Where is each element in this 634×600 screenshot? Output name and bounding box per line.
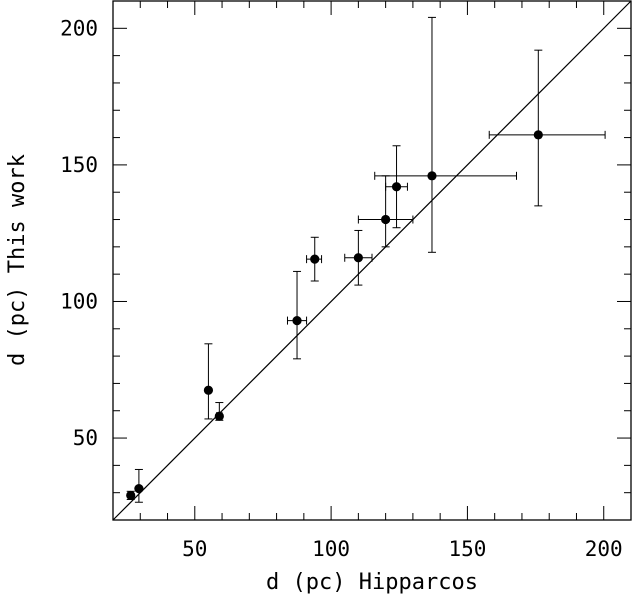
data-point <box>427 171 437 181</box>
axis-ticks <box>112 0 632 521</box>
data-point <box>381 214 391 225</box>
y-tick-label: 200 <box>60 16 98 40</box>
x-tick-label: 200 <box>585 537 623 561</box>
y-tick-labels: 50 100 150 200 <box>60 16 98 450</box>
data-point <box>391 182 402 192</box>
error-bars <box>126 16 606 503</box>
y-tick-label: 50 <box>73 426 98 450</box>
x-tick-label: 50 <box>182 537 207 561</box>
x-axis-label: d (pc) Hipparcos <box>266 570 478 595</box>
data-point <box>533 130 543 140</box>
data-point <box>126 490 136 501</box>
data-point <box>310 254 320 264</box>
data-points <box>126 130 543 501</box>
y-axis-label: d (pc) This work <box>5 154 30 366</box>
data-point <box>134 483 144 494</box>
data-point <box>353 253 363 263</box>
plot-frame <box>112 0 632 521</box>
x-tick-labels: 50 100 150 200 <box>182 537 623 561</box>
data-point <box>292 315 302 326</box>
data-point <box>203 385 214 395</box>
y-tick-label: 100 <box>60 289 98 313</box>
y-tick-label: 150 <box>60 153 98 177</box>
x-tick-label: 100 <box>312 537 350 561</box>
x-tick-label: 150 <box>448 537 486 561</box>
data-point <box>214 411 224 421</box>
